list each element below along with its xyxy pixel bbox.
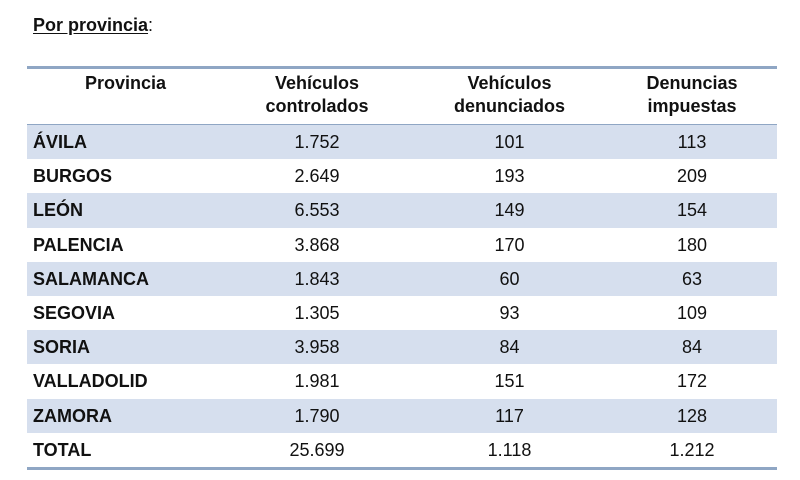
table-header: Provincia Vehículos controlados Vehículo…	[27, 67, 777, 125]
vehicles-controlled: 1.981	[294, 371, 340, 392]
province-name: LEÓN	[33, 200, 84, 221]
table-row: PALENCIA 3.868 170 180	[27, 228, 777, 262]
fines-imposed: 154	[676, 200, 708, 221]
province-name: VALLADOLID	[33, 371, 148, 392]
province-name: BURGOS	[33, 166, 113, 187]
header-provincia: Provincia	[85, 73, 167, 93]
fines-imposed: 209	[676, 166, 708, 187]
table-row: LEÓN 6.553 149 154	[27, 193, 777, 228]
total-row: TOTAL 25.699 1.118 1.212	[27, 433, 777, 469]
vehicles-reported: 101	[494, 132, 525, 153]
table-row: VALLADOLID 1.981 151 172	[27, 364, 777, 398]
vehicles-controlled: 1.843	[294, 268, 340, 289]
table-row: SORIA 3.958 84 84	[27, 330, 777, 365]
province-name: TOTAL	[33, 439, 92, 460]
province-name: ZAMORA	[33, 405, 112, 426]
vehicles-controlled: 1.790	[294, 405, 340, 426]
header-vehiculos-denunciados: Vehículos denunciados	[453, 73, 565, 116]
vehicles-reported: 1.118	[487, 439, 532, 460]
fines-imposed: 109	[676, 303, 708, 324]
vehicles-controlled: 2.649	[294, 166, 340, 187]
vehicles-controlled: 1.305	[294, 303, 340, 324]
vehicles-reported: 84	[499, 337, 520, 358]
province-name: SORIA	[33, 337, 91, 358]
province-name: ÁVILA	[33, 132, 87, 153]
header-vehiculos-controlados: Vehículos controlados	[265, 73, 369, 116]
vehicles-controlled: 6.553	[294, 200, 340, 221]
section-heading: Por provincia:	[33, 12, 153, 38]
fines-imposed: 128	[676, 405, 708, 426]
vehicles-reported: 151	[494, 371, 525, 392]
vehicles-reported: 170	[494, 234, 525, 255]
vehicles-reported: 149	[494, 200, 525, 221]
table-body: ÁVILA 1.752 101 113 BURGOS 2.649 193 209 LEÓN 6.5…	[27, 124, 777, 469]
table-row: ÁVILA 1.752 101 113	[27, 124, 777, 160]
fines-imposed: 180	[676, 234, 708, 255]
province-name: PALENCIA	[33, 234, 124, 255]
province-table: Provincia Vehículos controlados Vehículo…	[27, 66, 777, 470]
section-heading-text: Por provincia	[33, 15, 149, 35]
vehicles-reported: 117	[495, 405, 524, 426]
vehicles-reported: 60	[499, 268, 520, 289]
vehicles-reported: 93	[499, 303, 520, 324]
vehicles-controlled: 3.868	[294, 234, 340, 255]
fines-imposed: 1.212	[669, 439, 715, 460]
header-denuncias-impuestas: Denuncias impuestas	[646, 73, 738, 116]
section-heading-colon: :	[148, 15, 154, 35]
table-row: ZAMORA 1.790 117 128	[27, 398, 777, 433]
table-row: SEGOVIA 1.305 93 109	[27, 296, 777, 330]
province-name: SEGOVIA	[33, 303, 116, 324]
fines-imposed: 172	[676, 371, 708, 392]
vehicles-reported: 193	[494, 166, 525, 187]
vehicles-controlled: 3.958	[294, 337, 340, 358]
table-row: BURGOS 2.649 193 209	[27, 159, 777, 193]
fines-imposed: 113	[677, 132, 707, 153]
province-name: SALAMANCA	[33, 268, 149, 289]
table-row: SALAMANCA 1.843 60 63	[27, 261, 777, 296]
fines-imposed: 84	[681, 337, 703, 358]
fines-imposed: 63	[681, 268, 703, 289]
vehicles-controlled: 1.752	[294, 132, 340, 153]
header-row: Provincia Vehículos controlados Vehículo…	[27, 67, 777, 125]
vehicles-controlled: 25.699	[289, 439, 345, 460]
